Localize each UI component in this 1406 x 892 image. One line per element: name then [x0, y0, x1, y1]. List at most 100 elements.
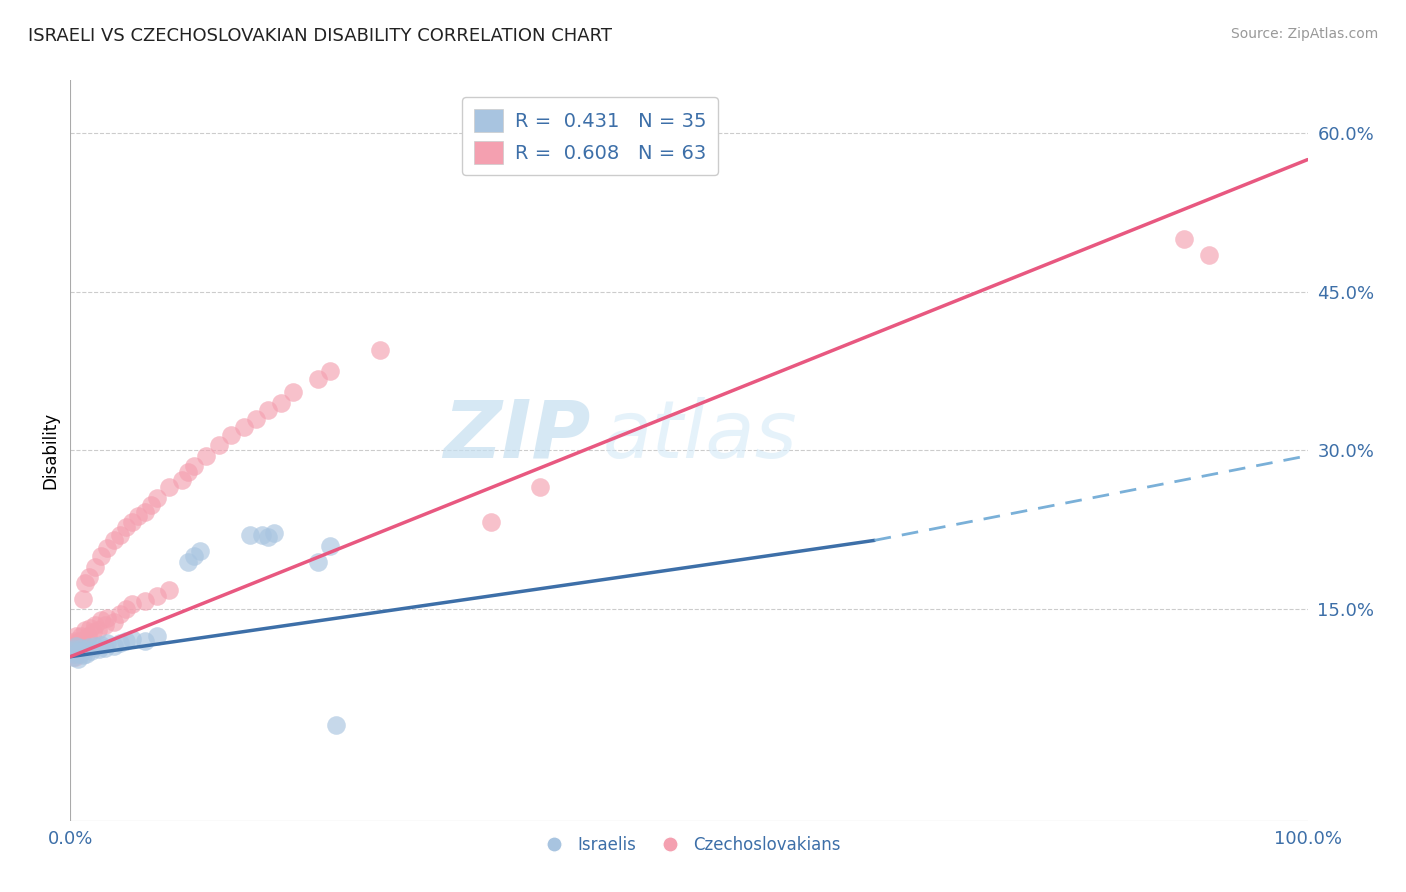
- Point: [62, 649, 84, 664]
- Y-axis label: Disability: Disability: [41, 412, 59, 489]
- Point: [65, 633, 87, 648]
- Point: [65, 649, 87, 664]
- Text: Source: ZipAtlas.com: Source: ZipAtlas.com: [1230, 27, 1378, 41]
- Point: [90, 549, 112, 564]
- Point: [69, 633, 91, 648]
- Point: [86, 624, 108, 638]
- Point: [177, 465, 200, 479]
- Point: [219, 427, 242, 442]
- Point: [75, 647, 97, 661]
- Point: [87, 642, 110, 657]
- Point: [103, 533, 125, 548]
- Point: [529, 481, 551, 495]
- Point: [72, 636, 94, 650]
- Point: [307, 554, 329, 569]
- Point: [94, 641, 117, 656]
- Point: [170, 473, 193, 487]
- Point: [183, 549, 205, 564]
- Point: [257, 530, 280, 544]
- Point: [1198, 248, 1220, 262]
- Point: [80, 644, 103, 658]
- Point: [62, 647, 84, 661]
- Point: [79, 621, 101, 635]
- Point: [319, 364, 342, 378]
- Point: [82, 625, 104, 640]
- Point: [67, 644, 90, 658]
- Point: [96, 636, 118, 650]
- Point: [134, 633, 156, 648]
- Point: [75, 575, 97, 590]
- Point: [72, 648, 94, 662]
- Point: [75, 642, 97, 657]
- Point: [121, 632, 143, 646]
- Point: [66, 652, 89, 666]
- Point: [108, 607, 131, 622]
- Point: [115, 602, 138, 616]
- Point: [70, 641, 93, 656]
- Point: [66, 639, 89, 653]
- Point: [325, 718, 347, 732]
- Text: atlas: atlas: [602, 397, 797, 475]
- Point: [70, 629, 93, 643]
- Point: [63, 642, 86, 657]
- Point: [84, 639, 107, 653]
- Point: [281, 385, 304, 400]
- Point: [103, 639, 125, 653]
- Point: [134, 593, 156, 607]
- Point: [188, 544, 211, 558]
- Point: [121, 516, 143, 530]
- Point: [177, 554, 200, 569]
- Point: [115, 633, 138, 648]
- Point: [67, 639, 90, 653]
- Point: [368, 343, 391, 357]
- Point: [72, 591, 94, 606]
- Point: [157, 481, 180, 495]
- Legend: Israelis, Czechoslovakians: Israelis, Czechoslovakians: [530, 829, 848, 861]
- Point: [134, 505, 156, 519]
- Point: [69, 647, 91, 661]
- Point: [84, 618, 107, 632]
- Point: [127, 509, 149, 524]
- Point: [103, 615, 125, 629]
- Point: [479, 516, 502, 530]
- Point: [146, 590, 169, 604]
- Point: [84, 559, 107, 574]
- Point: [183, 459, 205, 474]
- Point: [75, 624, 97, 638]
- Point: [94, 618, 117, 632]
- Point: [115, 519, 138, 533]
- Point: [60, 644, 83, 658]
- Point: [90, 638, 112, 652]
- Point: [245, 411, 267, 425]
- Point: [108, 528, 131, 542]
- Point: [63, 642, 86, 657]
- Point: [62, 636, 84, 650]
- Point: [108, 636, 131, 650]
- Point: [60, 639, 83, 653]
- Point: [232, 420, 254, 434]
- Point: [65, 644, 87, 658]
- Point: [77, 570, 100, 584]
- Point: [239, 528, 262, 542]
- Text: ZIP: ZIP: [443, 397, 591, 475]
- Point: [63, 642, 86, 657]
- Point: [65, 629, 87, 643]
- Point: [208, 438, 231, 452]
- Point: [195, 449, 218, 463]
- Point: [146, 629, 169, 643]
- Point: [319, 539, 342, 553]
- Point: [157, 583, 180, 598]
- Point: [96, 610, 118, 624]
- Point: [307, 371, 329, 385]
- Point: [65, 639, 87, 653]
- Point: [77, 640, 100, 655]
- Point: [263, 525, 285, 540]
- Point: [257, 403, 280, 417]
- Point: [250, 528, 273, 542]
- Point: [270, 396, 292, 410]
- Point: [66, 636, 89, 650]
- Point: [76, 629, 98, 643]
- Point: [90, 613, 112, 627]
- Point: [121, 597, 143, 611]
- Point: [96, 541, 118, 555]
